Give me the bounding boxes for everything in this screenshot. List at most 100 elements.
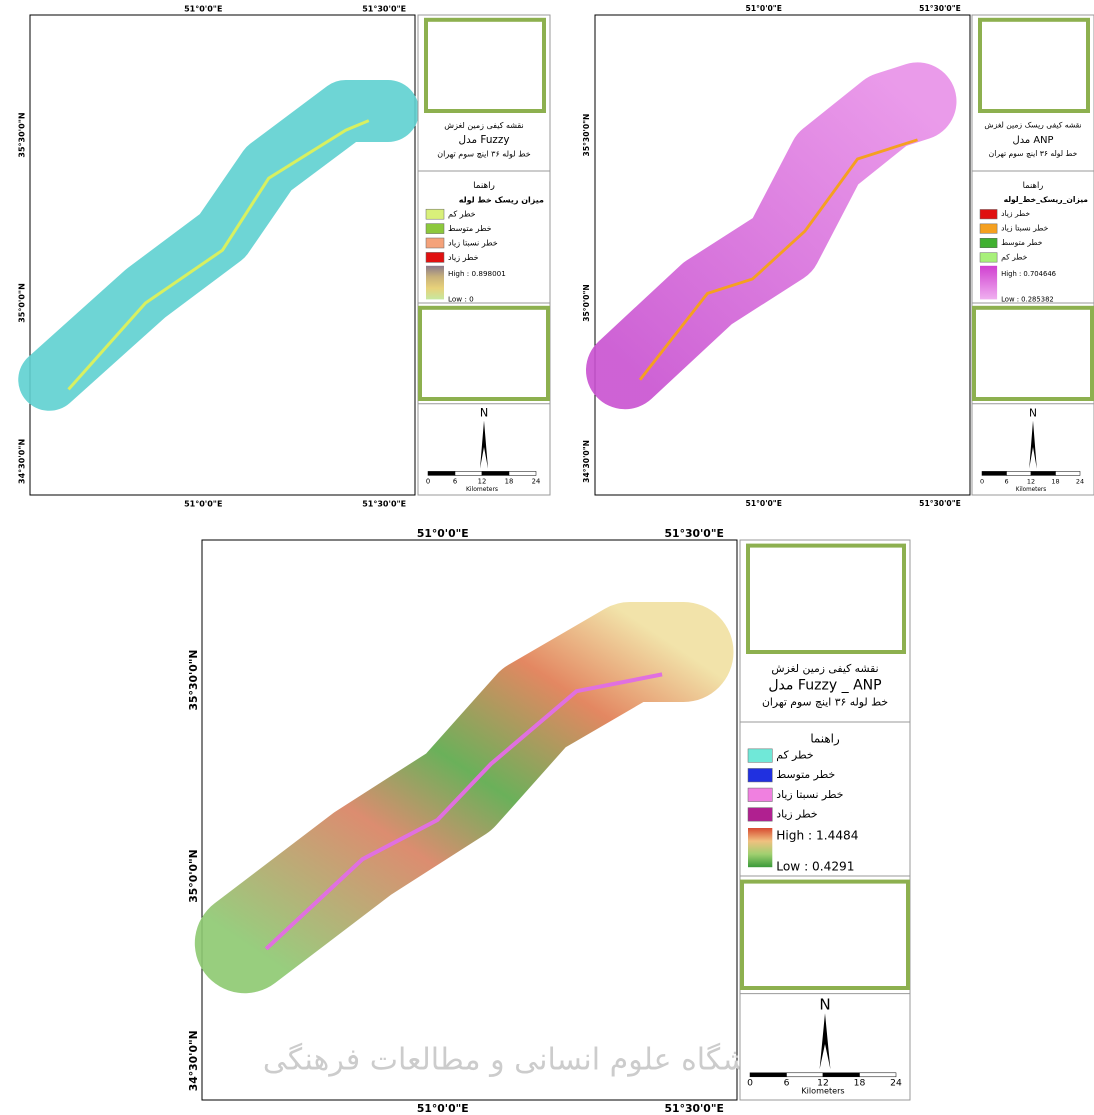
north-label: N (1029, 406, 1037, 419)
legend-label: خطر زیاد (776, 807, 817, 820)
north-label: N (480, 406, 488, 419)
scale-tick-label: 6 (453, 477, 457, 485)
latitude-label: 35°0'0"N (187, 849, 200, 902)
legend-heading: راهنما (1023, 180, 1044, 190)
legend-swatch (748, 808, 772, 822)
legend-title: خط لوله ۳۶ اینچ سوم تهران (989, 149, 1078, 158)
scale-tick-label: 0 (980, 477, 984, 485)
legend-label: خطر زیاد (448, 253, 479, 262)
longitude-label: 51°0'0"E (184, 5, 222, 14)
legend-swatch (980, 224, 997, 234)
scale-tick-label: 6 (784, 1077, 790, 1088)
longitude-label: 51°0'0"E (746, 4, 782, 13)
scale-unit: Kilometers (801, 1085, 844, 1095)
figure: 51°0'0"E 51°30'0"E 51°0'0"E 51°30'0"E 35°30'… (0, 0, 1094, 1115)
legend-low: Low : 0.285382 (1001, 295, 1054, 303)
longitude-label: 51°0'0"E (417, 1102, 469, 1115)
legend-swatch (980, 209, 997, 219)
longitude-label: 51°30'0"E (362, 5, 406, 14)
legend-high: High : 0.704646 (1001, 270, 1056, 278)
legend-swatch (426, 224, 444, 234)
legend-swatch (748, 768, 772, 782)
legend-swatch (748, 749, 772, 763)
scale-bar-segment (1031, 471, 1056, 475)
longitude-label: 51°0'0"E (746, 499, 782, 508)
scale-bar-segment (787, 1073, 824, 1077)
scale-tick-label: 18 (854, 1077, 866, 1088)
legend-heading: راهنما (810, 731, 840, 746)
scale-bar-segment (1007, 471, 1032, 475)
scale-tick-label: 18 (505, 477, 514, 485)
legend-swatch (748, 788, 772, 802)
legend-title: مدل ANP (1013, 135, 1054, 146)
legend-ramp (980, 266, 997, 300)
longitude-label: 51°30'0"E (665, 527, 724, 540)
scale-tick-label: 12 (1027, 477, 1035, 485)
scale-tick-label: 0 (426, 477, 430, 485)
legend-high: High : 0.898001 (448, 269, 506, 278)
north-label: N (819, 995, 830, 1013)
scale-unit: Kilometers (1016, 487, 1046, 493)
legend-low: Low : 0 (448, 294, 474, 303)
scale-tick-label: 0 (747, 1077, 753, 1088)
scale-bar-segment (750, 1073, 787, 1077)
scale-bar-segment (509, 471, 536, 475)
scale-bar-segment (823, 1073, 860, 1077)
legend-label: خطر نسبتا زیاد (776, 788, 843, 801)
scale-tick-label: 24 (532, 477, 541, 485)
longitude-label: 51°30'0"E (919, 499, 961, 508)
longitude-label: 51°30'0"E (665, 1102, 724, 1115)
scale-tick-label: 18 (1051, 477, 1059, 485)
legend-subheading: میزان_ریسک_خط_لوله (1004, 195, 1089, 204)
legend-title: خط لوله ۳۶ اینچ سوم تهران (437, 150, 530, 159)
legend-swatch (426, 209, 444, 219)
legend-swatch (426, 252, 444, 262)
scale-tick-label: 24 (1076, 477, 1084, 485)
latitude-label: 35°30'0"N (18, 112, 27, 157)
legend-title: نقشه کیفی ریسک زمین لغزش (984, 120, 1081, 129)
legend-label: خطر کم (448, 210, 476, 219)
latitude-label: 34°30'0"N (187, 1030, 200, 1091)
legend-swatch (426, 238, 444, 248)
legend-label: خطر نسبتا زیاد (448, 239, 498, 248)
legend-high: High : 1.4484 (776, 829, 858, 843)
legend-title: نقشه کیفی زمین لغزش (444, 121, 523, 130)
legend-label: خطر متوسط (1001, 238, 1043, 247)
scale-tick-label: 24 (890, 1077, 902, 1088)
map-panel: 51°0'0"E 51°30'0"E 51°0'0"E 51°30'0"E 35°30'… (582, 4, 1094, 508)
legend-swatch (980, 238, 997, 248)
longitude-label: 51°30'0"E (919, 4, 961, 13)
legend-label: خطر متوسط (776, 768, 835, 781)
map-panel: پژوهشگاه علوم انسانی و مطالعات فرهنگی 51°… (187, 527, 910, 1115)
scale-tick-label: 12 (478, 477, 487, 485)
latitude-label: 35°30'0"N (187, 650, 200, 711)
legend-swatch (980, 253, 997, 263)
latitude-label: 34°30'0"N (18, 439, 27, 484)
legend-title: مدل Fuzzy (459, 134, 510, 146)
map-panel: 51°0'0"E 51°30'0"E 51°0'0"E 51°30'0"E 35°30'… (18, 5, 551, 509)
scale-bar-segment (860, 1073, 897, 1077)
scale-bar-segment (982, 471, 1007, 475)
legend-label: خطر زیاد (1001, 209, 1030, 218)
scale-bar-segment (1056, 471, 1081, 475)
legend-title: مدل Fuzzy _ ANP (768, 678, 881, 694)
legend-ramp (748, 828, 772, 867)
legend-low: Low : 0.4291 (776, 860, 854, 874)
longitude-label: 51°0'0"E (417, 527, 469, 540)
legend-label: خطر کم (1001, 252, 1028, 261)
latitude-label: 35°30'0"N (582, 114, 591, 157)
legend-label: خطر کم (776, 749, 813, 762)
legend-title: نقشه کیفی زمین لغزش (771, 662, 878, 675)
watermark: پژوهشگاه علوم انسانی و مطالعات فرهنگی (263, 1042, 805, 1077)
legend-label: خطر متوسط (448, 224, 492, 233)
longitude-label: 51°30'0"E (362, 500, 406, 509)
legend-subheading: میزان ریسک خط لوله (459, 195, 544, 204)
legend-title: خط لوله ۳۶ اینچ سوم تهران (762, 695, 888, 708)
legend-ramp (426, 266, 444, 300)
latitude-label: 34°30'0"N (582, 440, 591, 483)
legend-label: خطر نسبتا زیاد (1001, 224, 1049, 233)
scale-bar-segment (482, 471, 509, 475)
longitude-label: 51°0'0"E (184, 500, 222, 509)
latitude-label: 35°0'0"N (18, 283, 27, 323)
scale-bar-segment (455, 471, 482, 475)
